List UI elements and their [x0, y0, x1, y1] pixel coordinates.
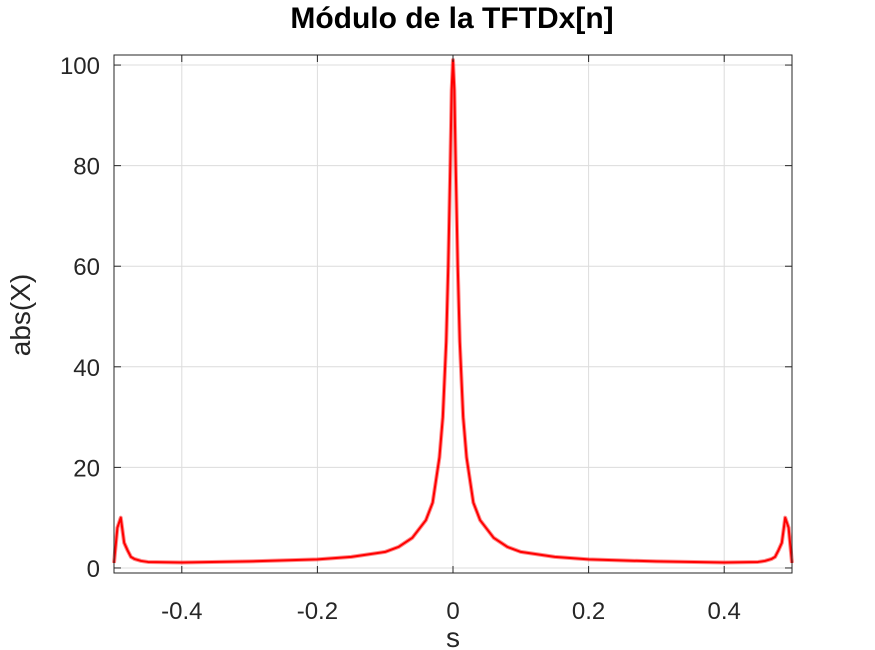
- y-tick-label: 0: [87, 556, 100, 583]
- x-tick-label: 0.4: [708, 598, 741, 625]
- x-tick-label: -0.4: [161, 598, 202, 625]
- y-tick-label: 40: [73, 355, 100, 382]
- y-tick-label: 20: [73, 455, 100, 482]
- y-tick-label: 80: [73, 154, 100, 181]
- ticks: -0.4 -0.2 0 0.2 0.4 0 20 40 60 80 100: [60, 53, 792, 625]
- x-tick-label: 0.2: [572, 598, 605, 625]
- x-tick-label: -0.2: [297, 598, 338, 625]
- x-tick-label: 0: [446, 598, 459, 625]
- y-tick-label: 100: [60, 53, 100, 80]
- chart-title: Módulo de la TFTDx[n]: [290, 2, 613, 35]
- y-tick-label: 60: [73, 254, 100, 281]
- x-axis-label: s: [446, 622, 460, 650]
- y-axis-label: abs(X): [5, 274, 36, 356]
